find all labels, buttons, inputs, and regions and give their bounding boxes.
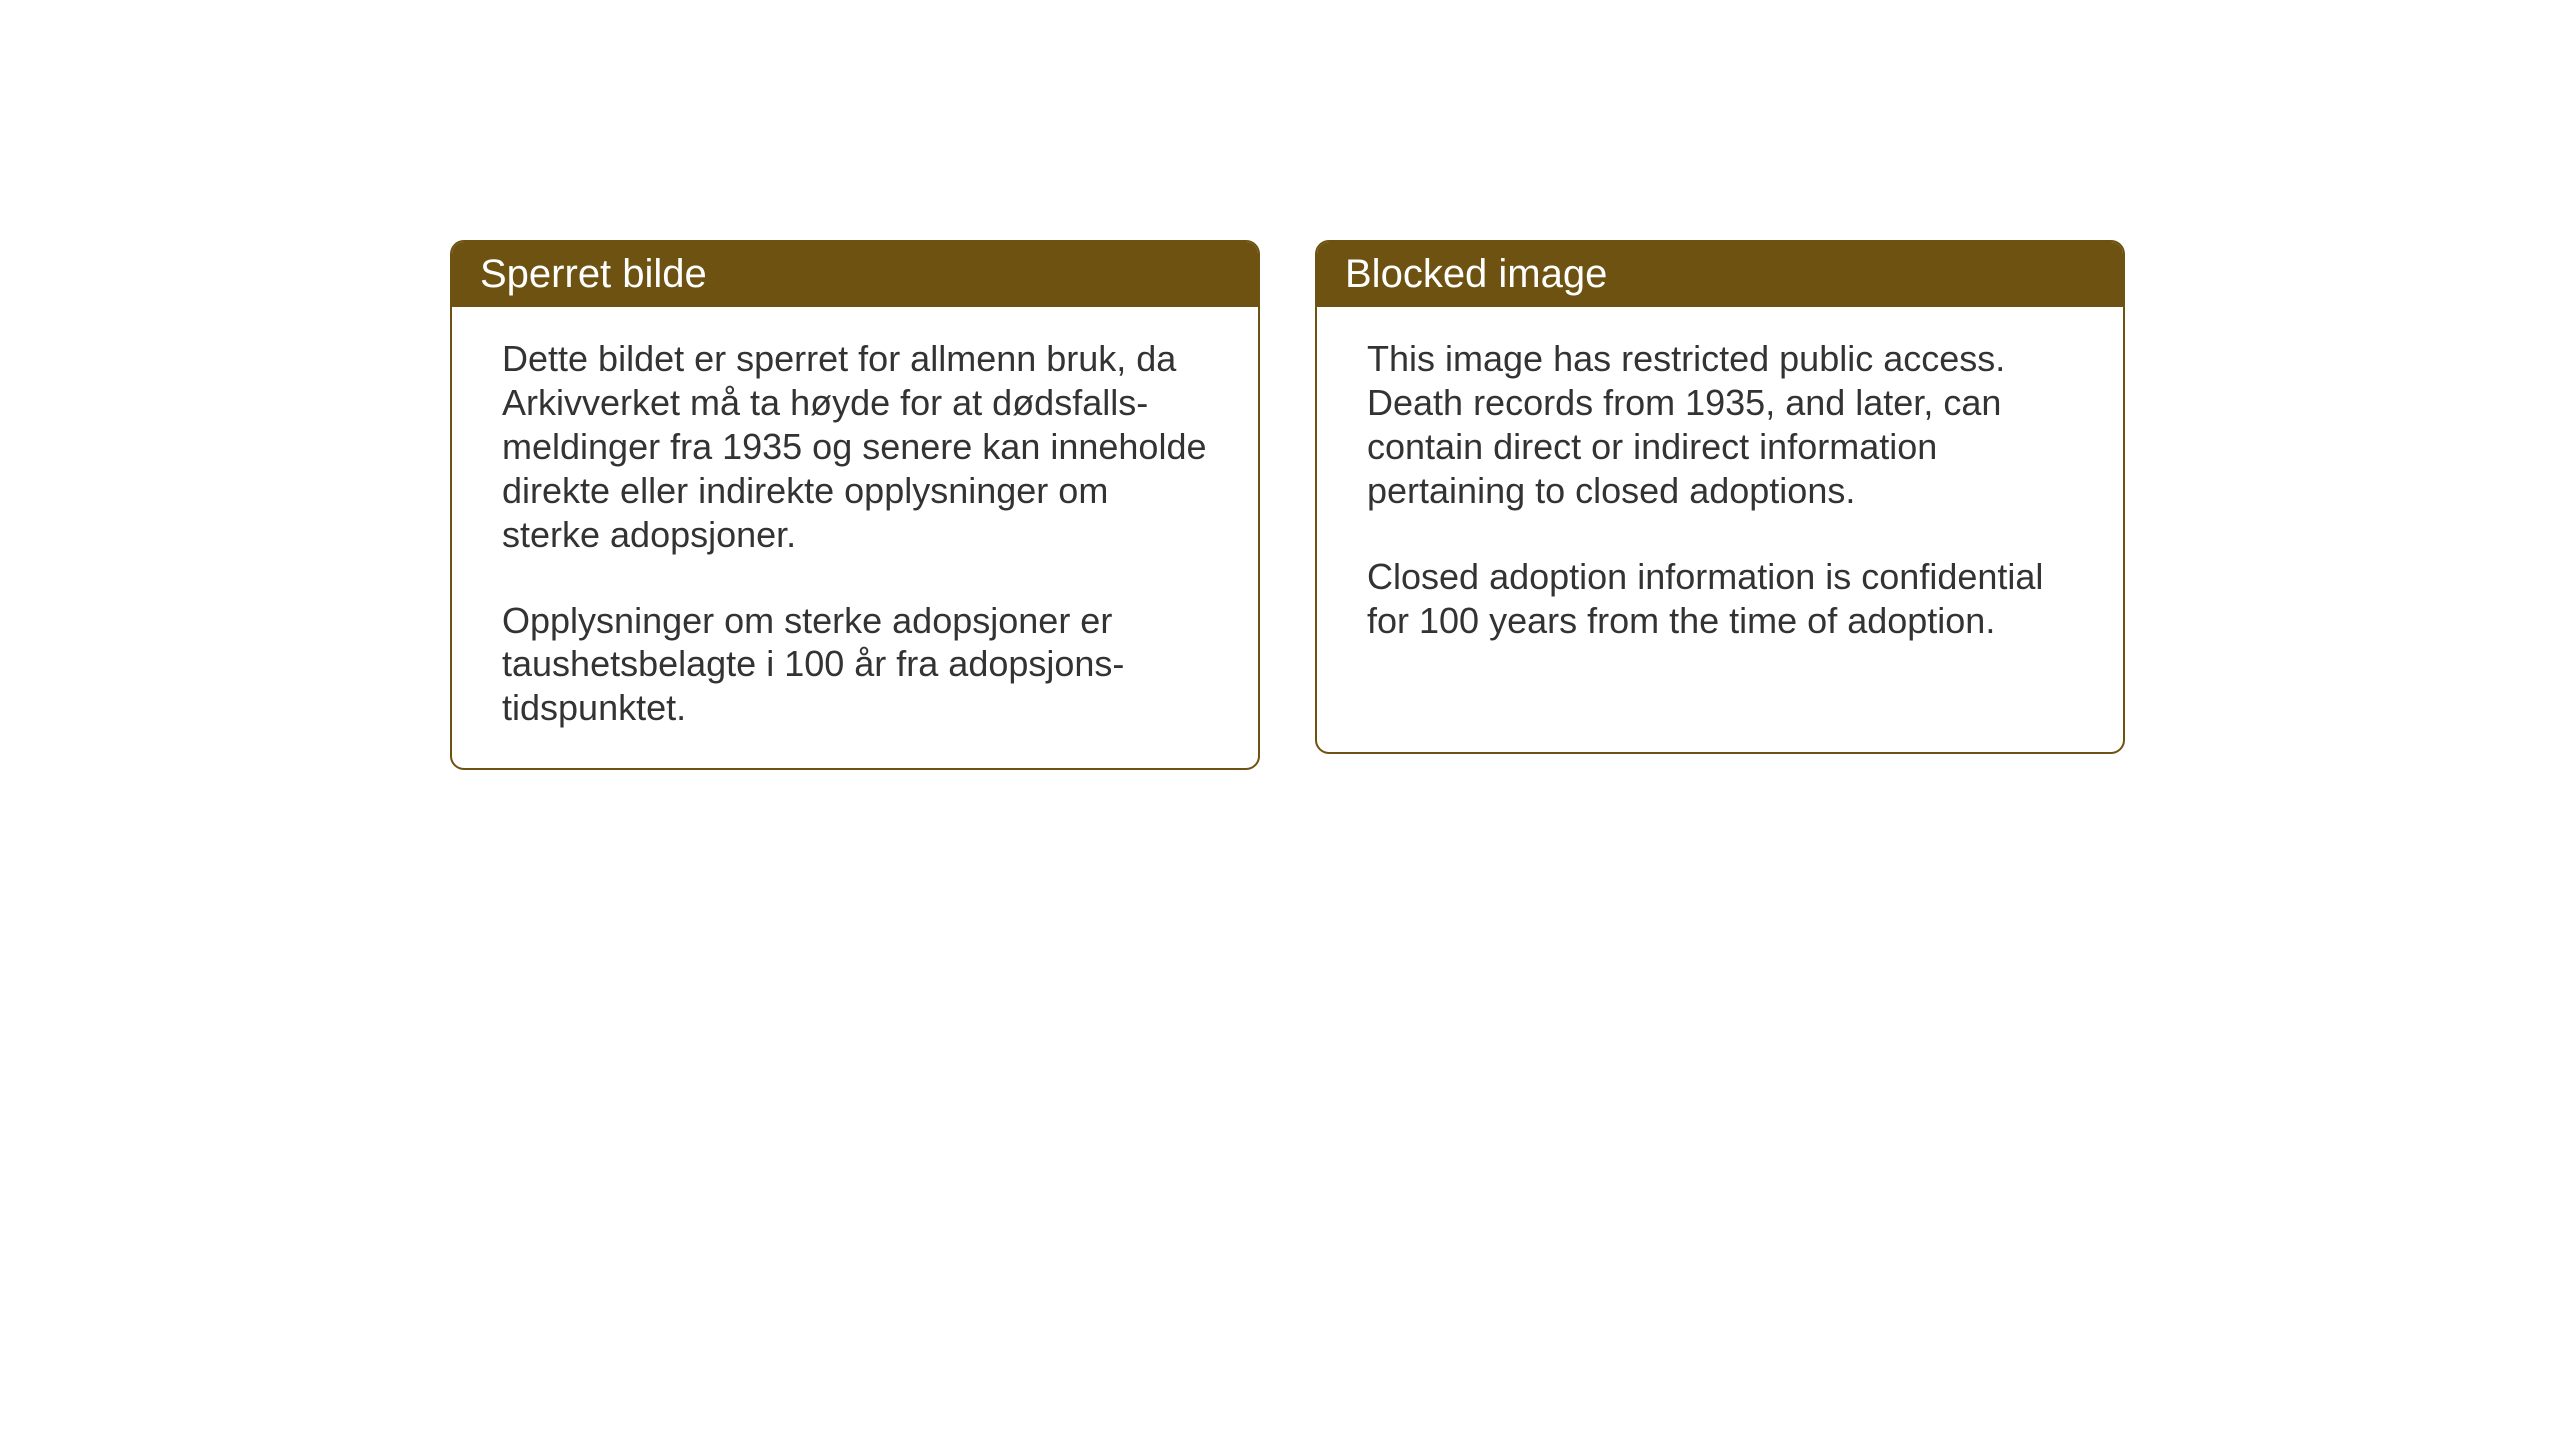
- paragraph-text: Dette bildet er sperret for allmenn bruk…: [502, 337, 1208, 557]
- card-title: Blocked image: [1345, 252, 1607, 296]
- paragraph-text: This image has restricted public access.…: [1367, 337, 2073, 513]
- card-title: Sperret bilde: [480, 252, 707, 296]
- paragraph-text: Opplysninger om sterke adopsjoner er tau…: [502, 599, 1208, 731]
- card-body-english: This image has restricted public access.…: [1317, 307, 2123, 680]
- card-header-norwegian: Sperret bilde: [452, 242, 1258, 307]
- notice-card-norwegian: Sperret bilde Dette bildet er sperret fo…: [450, 240, 1260, 770]
- card-body-norwegian: Dette bildet er sperret for allmenn bruk…: [452, 307, 1258, 768]
- notice-cards-container: Sperret bilde Dette bildet er sperret fo…: [450, 240, 2125, 770]
- card-header-english: Blocked image: [1317, 242, 2123, 307]
- paragraph-text: Closed adoption information is confident…: [1367, 555, 2073, 643]
- notice-card-english: Blocked image This image has restricted …: [1315, 240, 2125, 754]
